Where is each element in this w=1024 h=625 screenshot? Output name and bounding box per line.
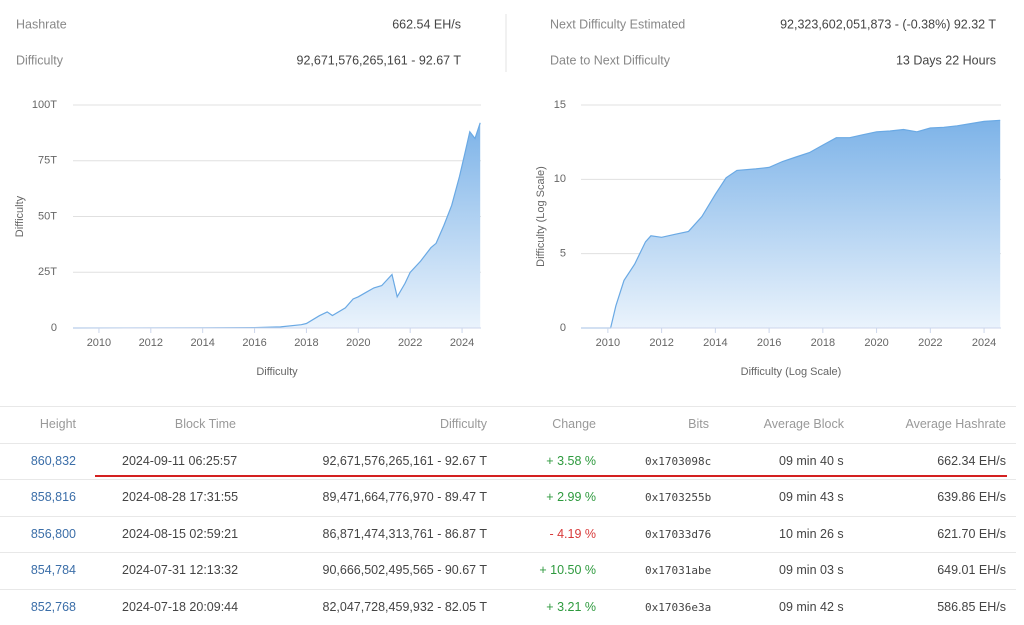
column-header: Difficulty (440, 407, 487, 443)
charts: Hashrate 662.54 EH/s Difficulty 92,671,5… (0, 0, 1024, 400)
y-tick-label: 100T (32, 99, 57, 111)
x-tick-label: 2012 (649, 337, 673, 349)
table-cell: 0x1703098c (645, 444, 711, 480)
stat-label: Hashrate (16, 17, 67, 31)
column-header: Average Block (764, 407, 844, 443)
table-row: 858,816 2024-08-28 17:31:55 89,471,664,776… (0, 479, 1016, 516)
area-fill (73, 123, 480, 328)
table-cell: 10 min 26 s (779, 517, 844, 553)
difficulty-table: Height Block Time Difficulty Change Bits Aver… (0, 406, 1016, 625)
stat-label: Difficulty (16, 53, 64, 67)
table-cell: 92,671,576,265,161 - 92.67 T (323, 444, 488, 480)
table-cell: 89,471,664,776,970 - 89.47 T (323, 480, 488, 516)
x-tick-label: 2022 (398, 337, 422, 349)
table-cell: 90,666,502,495,565 - 90.67 T (323, 553, 488, 589)
table-cell[interactable]: 860,832 (31, 444, 76, 480)
table-cell: 09 min 40 s (779, 444, 844, 480)
x-tick-label: 2022 (918, 337, 942, 349)
table-cell[interactable]: 856,800 (31, 517, 76, 553)
y-tick-label: 0 (51, 322, 57, 334)
y-tick-label: 25T (38, 266, 57, 278)
area-fill (581, 120, 1000, 328)
table-cell[interactable]: 858,816 (31, 480, 76, 516)
table-cell: 2024-09-11 06:25:57 (122, 444, 237, 480)
header-row: Height Block Time Difficulty Change Bits Aver… (0, 406, 1016, 443)
table-cell: + 2.99 % (546, 480, 596, 516)
table-row: 860,832 2024-09-11 06:25:57 92,671,576,265… (0, 443, 1016, 480)
table-cell: 2024-07-31 12:13:32 (122, 553, 238, 589)
table-row: 856,800 2024-08-15 02:59:21 86,871,474,313… (0, 516, 1016, 553)
table-row: 854,784 2024-07-31 12:13:32 90,666,502,495… (0, 552, 1016, 589)
x-tick-label: 2016 (242, 337, 266, 349)
table-cell: 2024-07-18 20:09:44 (122, 590, 238, 625)
table-cell: + 10.50 % (539, 553, 596, 589)
y-tick-label: 75T (38, 155, 57, 167)
table-cell: 86,871,474,313,761 - 86.87 T (323, 517, 488, 553)
stat-label: Next Difficulty Estimated (550, 17, 685, 31)
stat-value: 13 Days 22 Hours (896, 53, 996, 67)
table-cell: 2024-08-15 02:59:21 (122, 517, 238, 553)
table-cell: - 4.19 % (549, 517, 596, 553)
x-tick-label: 2024 (450, 337, 474, 349)
x-axis-title: Difficulty (256, 366, 298, 378)
x-tick-label: 2014 (703, 337, 727, 349)
stat-value: 92,323,602,051,873 - (-0.38%) 92.32 T (780, 17, 996, 31)
table-cell: 09 min 43 s (779, 480, 844, 516)
stat-value: 92,671,576,265,161 - 92.67 T (297, 53, 462, 67)
column-header: Height (40, 407, 76, 443)
x-tick-label: 2012 (139, 337, 163, 349)
y-axis-title: Difficulty (14, 195, 26, 237)
column-header: Average Hashrate (905, 407, 1006, 443)
x-tick-label: 2020 (346, 337, 370, 349)
table-cell: + 3.21 % (546, 590, 596, 625)
x-tick-label: 2014 (190, 337, 214, 349)
table-cell: 82,047,728,459,932 - 82.05 T (323, 590, 488, 625)
table-cell: 639.86 EH/s (937, 480, 1006, 516)
table-cell: 649.01 EH/s (937, 553, 1006, 589)
table-cell[interactable]: 852,768 (31, 590, 76, 625)
table-cell: 0x1703255b (645, 480, 711, 516)
x-tick-label: 2010 (596, 337, 620, 349)
x-tick-label: 2018 (811, 337, 835, 349)
table-cell: 0x17036e3a (645, 590, 711, 625)
x-tick-label: 2020 (864, 337, 888, 349)
table-cell: 2024-08-28 17:31:55 (122, 480, 238, 516)
column-header: Change (552, 407, 596, 443)
table-cell[interactable]: 854,784 (31, 553, 76, 589)
highlight-underline (95, 475, 1007, 477)
x-tick-label: 2024 (972, 337, 996, 349)
y-tick-label: 50T (38, 210, 57, 222)
y-tick-label: 15 (554, 99, 566, 111)
y-axis-title: Difficulty (Log Scale) (535, 166, 547, 267)
y-tick-label: 5 (560, 248, 566, 260)
table-cell: + 3.58 % (546, 444, 596, 480)
x-tick-label: 2010 (87, 337, 111, 349)
table-cell: 621.70 EH/s (937, 517, 1006, 553)
table-cell: 09 min 03 s (779, 553, 844, 589)
stat-label: Date to Next Difficulty (550, 53, 671, 67)
y-tick-label: 10 (554, 173, 566, 185)
table-cell: 0x17033d76 (645, 517, 711, 553)
table-cell: 662.34 EH/s (937, 444, 1006, 480)
column-header: Block Time (175, 407, 236, 443)
table-cell: 0x17031abe (645, 553, 711, 589)
x-tick-label: 2018 (294, 337, 318, 349)
x-tick-label: 2016 (757, 337, 781, 349)
table-cell: 586.85 EH/s (937, 590, 1006, 625)
stat-value: 662.54 EH/s (392, 17, 461, 31)
column-header: Bits (688, 407, 709, 443)
table-cell: 09 min 42 s (779, 590, 844, 625)
x-axis-title: Difficulty (Log Scale) (741, 366, 842, 378)
y-tick-label: 0 (560, 322, 566, 334)
table-row: 852,768 2024-07-18 20:09:44 82,047,728,459… (0, 589, 1016, 625)
